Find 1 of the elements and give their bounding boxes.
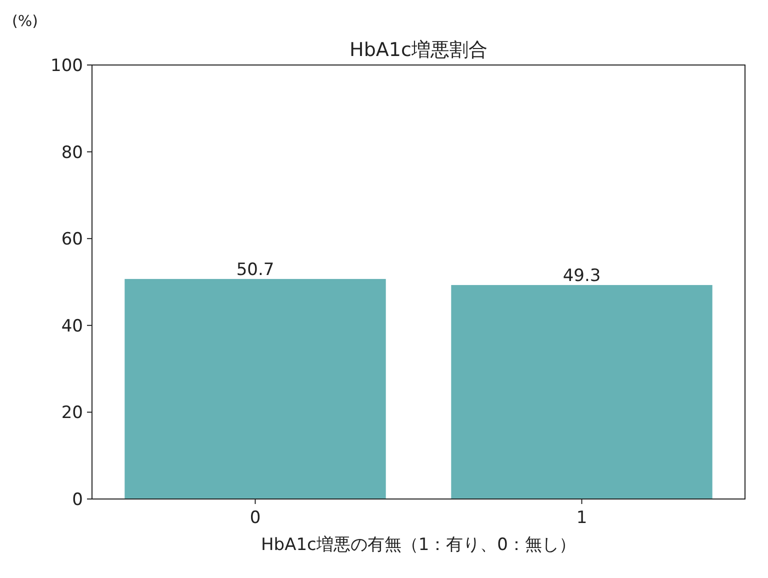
title: HbA1c増悪割合: [350, 39, 488, 61]
